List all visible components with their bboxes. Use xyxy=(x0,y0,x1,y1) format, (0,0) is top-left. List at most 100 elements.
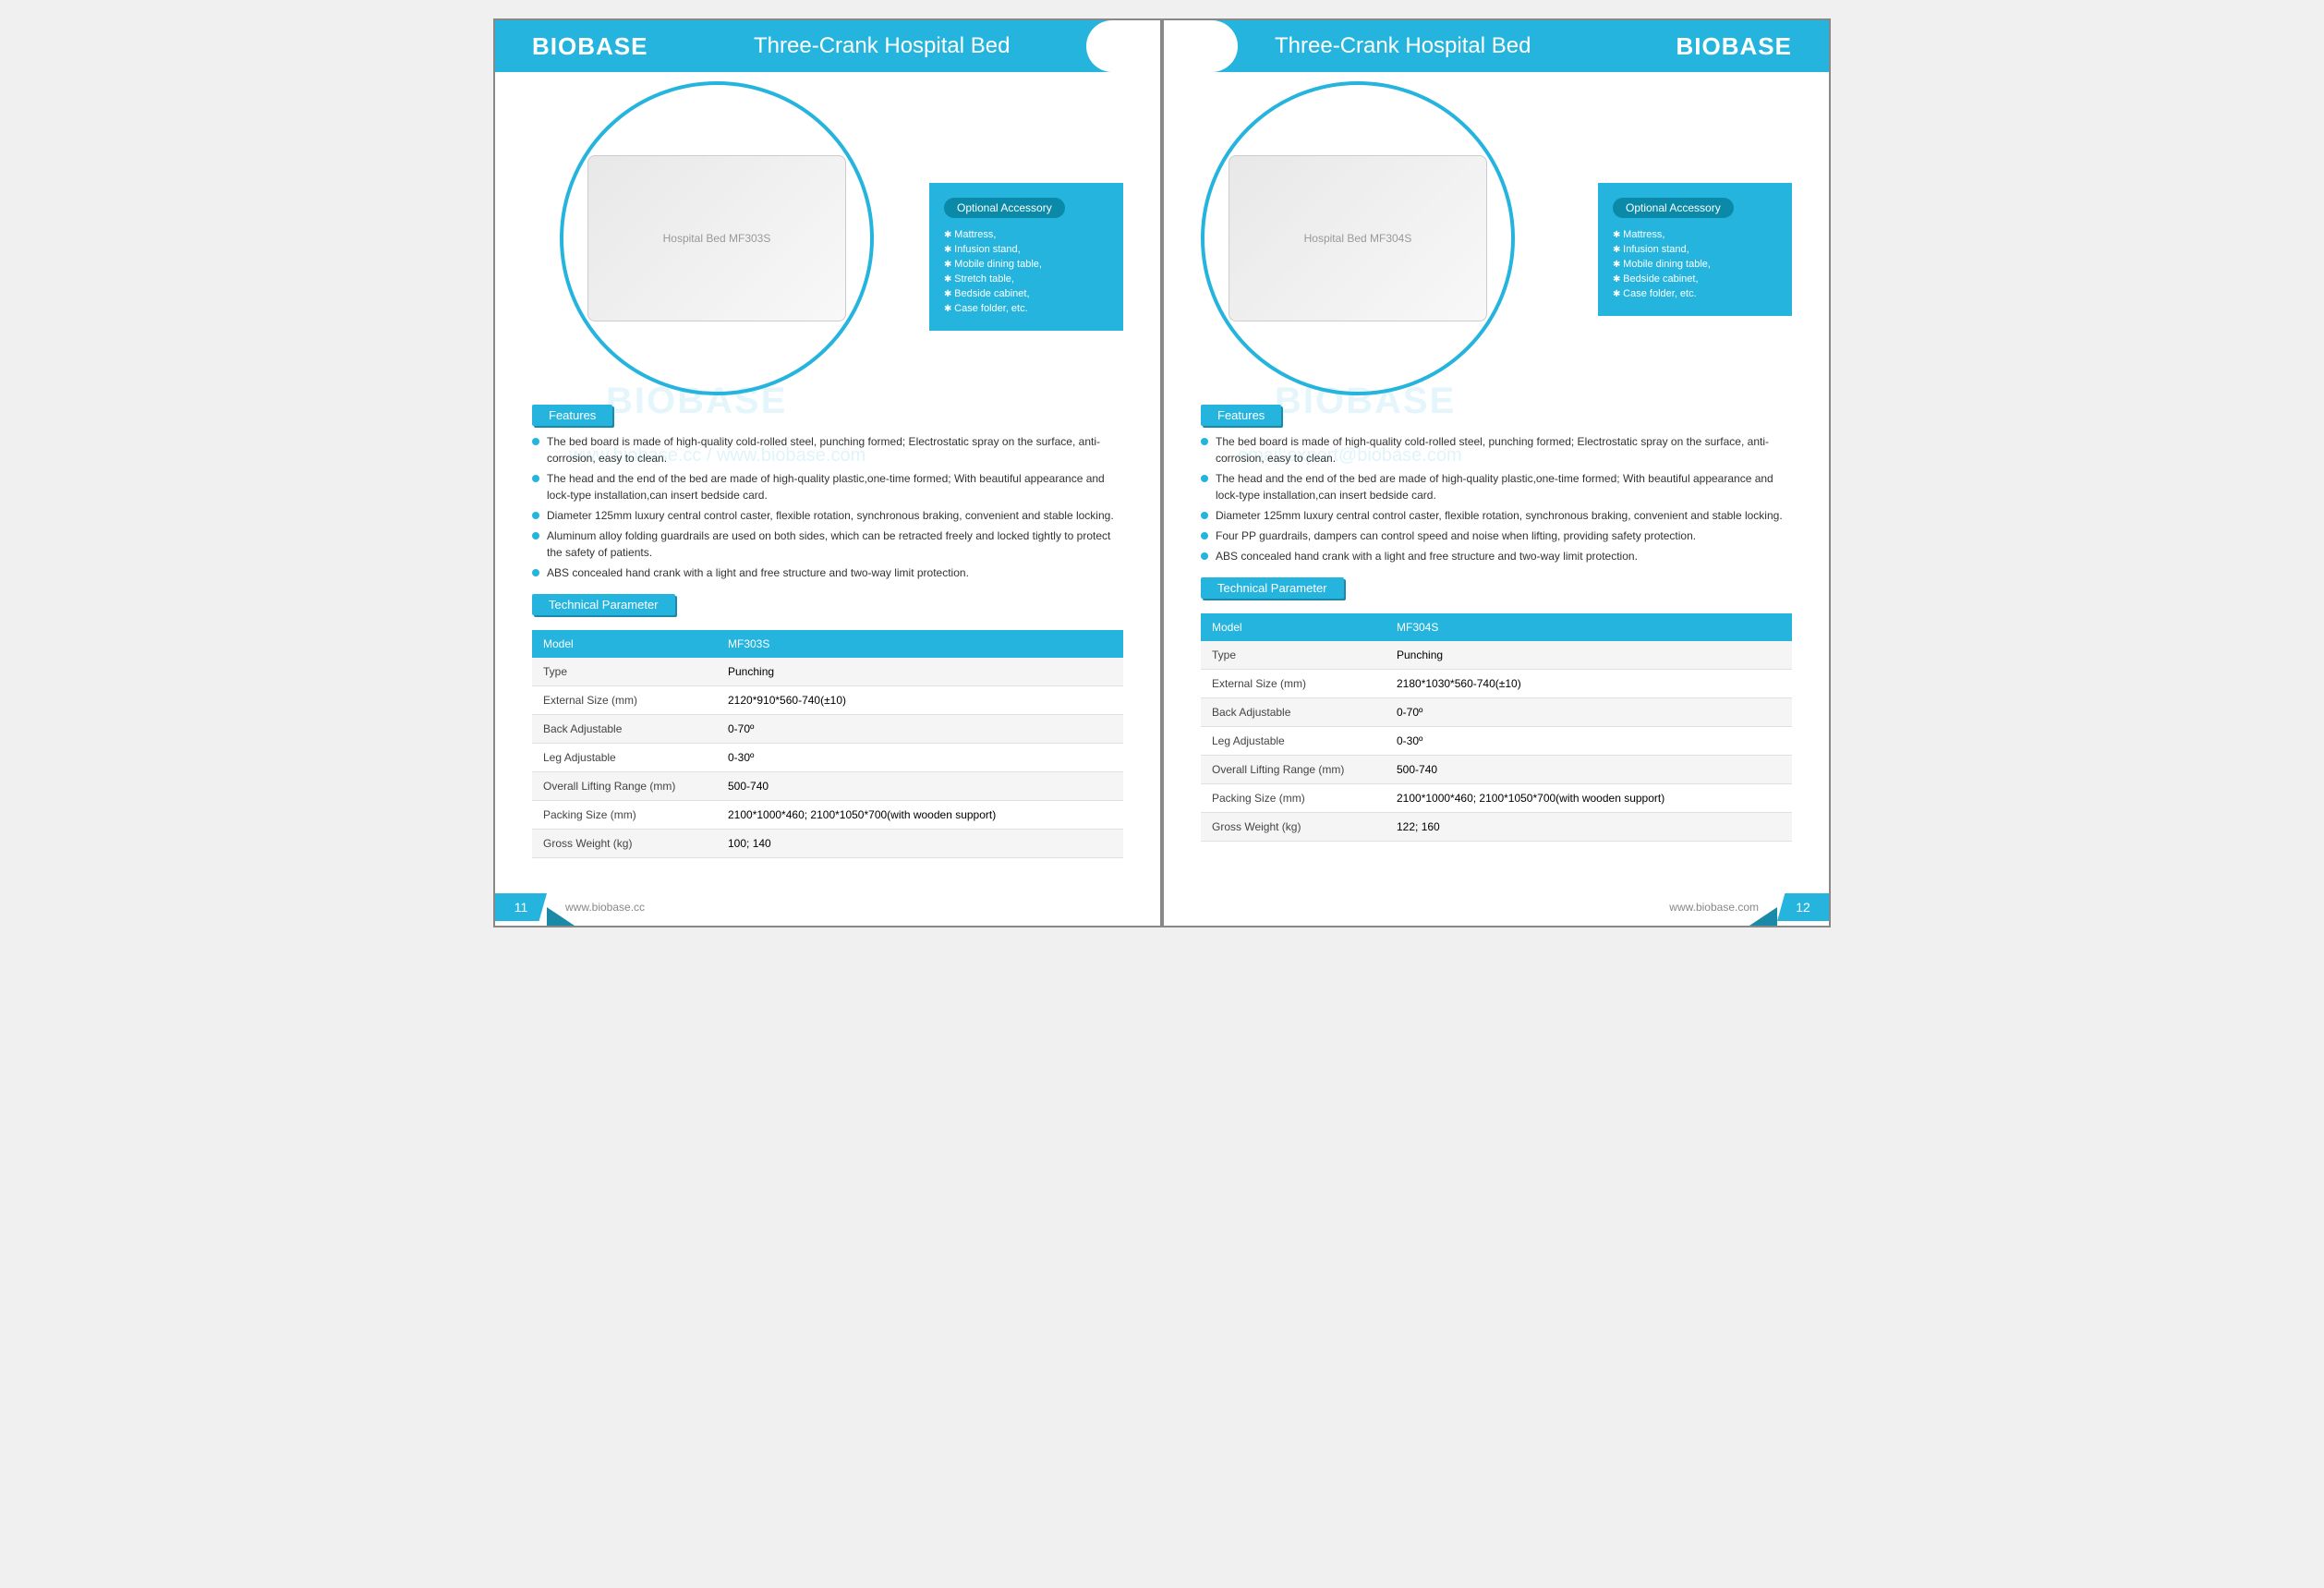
list-item: The head and the end of the bed are made… xyxy=(532,470,1123,503)
page-left: BIOBASE Three-Crank Hospital Bed Hospita… xyxy=(495,20,1160,926)
parameter-table: ModelMF303STypePunchingExternal Size (mm… xyxy=(532,630,1123,858)
features-list: The bed board is made of high-quality co… xyxy=(495,433,1160,581)
footer-url: www.biobase.com xyxy=(1669,901,1759,914)
table-header: MF303S xyxy=(717,630,1123,658)
table-cell: Back Adjustable xyxy=(1201,698,1386,727)
accessory-title: Optional Accessory xyxy=(1613,198,1734,218)
table-cell: Packing Size (mm) xyxy=(1201,784,1386,813)
accessory-list: Mattress,Infusion stand,Mobile dining ta… xyxy=(944,227,1108,316)
product-image: Hospital Bed MF304S xyxy=(1229,155,1487,321)
table-header: Model xyxy=(532,630,717,658)
table-row: Gross Weight (kg)100; 140 xyxy=(532,830,1123,858)
footer: www.biobase.com 12 xyxy=(1164,889,1829,926)
list-item: Aluminum alloy folding guardrails are us… xyxy=(532,527,1123,561)
list-item: Four PP guardrails, dampers can control … xyxy=(1201,527,1792,544)
table-cell: Punching xyxy=(717,658,1123,686)
table-header: MF304S xyxy=(1386,613,1792,641)
table-row: Packing Size (mm)2100*1000*460; 2100*105… xyxy=(1201,784,1792,813)
hero-section: Hospital Bed MF304S Optional Accessory M… xyxy=(1164,72,1829,395)
table-cell: External Size (mm) xyxy=(532,686,717,715)
table-cell: Punching xyxy=(1386,641,1792,670)
list-item: Mobile dining table, xyxy=(1613,257,1777,272)
table-row: Overall Lifting Range (mm)500-740 xyxy=(1201,756,1792,784)
page-number: 11 xyxy=(495,893,547,921)
table-cell: Type xyxy=(532,658,717,686)
table-row: Back Adjustable0-70º xyxy=(1201,698,1792,727)
brand-logo: BIOBASE xyxy=(1676,32,1792,61)
list-item: Case folder, etc. xyxy=(944,301,1108,316)
table-row: Packing Size (mm)2100*1000*460; 2100*105… xyxy=(532,801,1123,830)
table-cell: Gross Weight (kg) xyxy=(1201,813,1386,842)
list-item: Diameter 125mm luxury central control ca… xyxy=(532,507,1123,524)
list-item: Mattress, xyxy=(1613,227,1777,242)
table-row: Leg Adjustable0-30º xyxy=(532,744,1123,772)
list-item: Case folder, etc. xyxy=(1613,286,1777,301)
page-title: Three-Crank Hospital Bed xyxy=(754,33,1010,59)
table-cell: 0-30º xyxy=(717,744,1123,772)
features-label: Features xyxy=(532,405,612,426)
table-cell: Overall Lifting Range (mm) xyxy=(1201,756,1386,784)
page-title: Three-Crank Hospital Bed xyxy=(1275,33,1531,59)
features-list: The bed board is made of high-quality co… xyxy=(1164,433,1829,564)
footer-url: www.biobase.cc xyxy=(565,901,645,914)
accessory-list: Mattress,Infusion stand,Mobile dining ta… xyxy=(1613,227,1777,301)
table-header: Model xyxy=(1201,613,1386,641)
table-cell: 0-70º xyxy=(1386,698,1792,727)
product-circle: Hospital Bed MF303S xyxy=(560,81,874,395)
list-item: Diameter 125mm luxury central control ca… xyxy=(1201,507,1792,524)
list-item: Bedside cabinet, xyxy=(1613,272,1777,286)
table-cell: Leg Adjustable xyxy=(532,744,717,772)
table-cell: 500-740 xyxy=(717,772,1123,801)
list-item: The head and the end of the bed are made… xyxy=(1201,470,1792,503)
list-item: Mobile dining table, xyxy=(944,257,1108,272)
table-cell: 0-30º xyxy=(1386,727,1792,756)
page-number: 12 xyxy=(1777,893,1829,921)
header: BIOBASE Three-Crank Hospital Bed xyxy=(495,20,1160,72)
accessory-panel: Optional Accessory Mattress,Infusion sta… xyxy=(1598,183,1792,316)
tech-label: Technical Parameter xyxy=(1201,577,1344,599)
table-cell: 100; 140 xyxy=(717,830,1123,858)
table-cell: External Size (mm) xyxy=(1201,670,1386,698)
product-circle: Hospital Bed MF304S xyxy=(1201,81,1515,395)
list-item: Bedside cabinet, xyxy=(944,286,1108,301)
list-item: Mattress, xyxy=(944,227,1108,242)
table-cell: 500-740 xyxy=(1386,756,1792,784)
table-cell: 2100*1000*460; 2100*1050*700(with wooden… xyxy=(717,801,1123,830)
list-item: Stretch table, xyxy=(944,272,1108,286)
table-cell: Gross Weight (kg) xyxy=(532,830,717,858)
tech-label: Technical Parameter xyxy=(532,594,675,615)
list-item: The bed board is made of high-quality co… xyxy=(1201,433,1792,467)
table-cell: Packing Size (mm) xyxy=(532,801,717,830)
table-cell: 2180*1030*560-740(±10) xyxy=(1386,670,1792,698)
table-row: External Size (mm)2180*1030*560-740(±10) xyxy=(1201,670,1792,698)
list-item: Infusion stand, xyxy=(1613,242,1777,257)
brand-logo: BIOBASE xyxy=(532,32,648,61)
features-label: Features xyxy=(1201,405,1281,426)
table-row: External Size (mm)2120*910*560-740(±10) xyxy=(532,686,1123,715)
table-cell: Back Adjustable xyxy=(532,715,717,744)
table-row: Leg Adjustable0-30º xyxy=(1201,727,1792,756)
table-row: TypePunching xyxy=(1201,641,1792,670)
footer: 11 www.biobase.cc xyxy=(495,889,1160,926)
list-item: The bed board is made of high-quality co… xyxy=(532,433,1123,467)
table-row: Gross Weight (kg)122; 160 xyxy=(1201,813,1792,842)
accessory-panel: Optional Accessory Mattress,Infusion sta… xyxy=(929,183,1123,331)
table-row: Back Adjustable0-70º xyxy=(532,715,1123,744)
table-row: TypePunching xyxy=(532,658,1123,686)
table-cell: Overall Lifting Range (mm) xyxy=(532,772,717,801)
parameter-table: ModelMF304STypePunchingExternal Size (mm… xyxy=(1201,613,1792,842)
table-cell: Leg Adjustable xyxy=(1201,727,1386,756)
product-image: Hospital Bed MF303S xyxy=(587,155,846,321)
hero-section: Hospital Bed MF303S Optional Accessory M… xyxy=(495,72,1160,395)
list-item: ABS concealed hand crank with a light an… xyxy=(532,564,1123,581)
accessory-title: Optional Accessory xyxy=(944,198,1065,218)
table-cell: 122; 160 xyxy=(1386,813,1792,842)
table-cell: 0-70º xyxy=(717,715,1123,744)
header: Three-Crank Hospital Bed BIOBASE xyxy=(1164,20,1829,72)
page-right: Three-Crank Hospital Bed BIOBASE Hospita… xyxy=(1164,20,1829,926)
table-cell: 2100*1000*460; 2100*1050*700(with wooden… xyxy=(1386,784,1792,813)
table-cell: 2120*910*560-740(±10) xyxy=(717,686,1123,715)
list-item: ABS concealed hand crank with a light an… xyxy=(1201,548,1792,564)
list-item: Infusion stand, xyxy=(944,242,1108,257)
catalog-spread: BIOBASE Three-Crank Hospital Bed Hospita… xyxy=(493,18,1831,927)
